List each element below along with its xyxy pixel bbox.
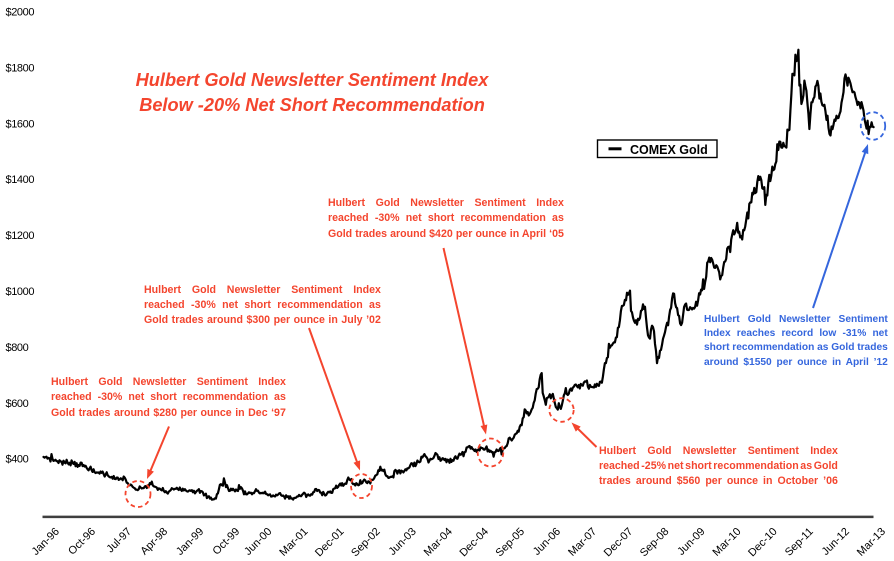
- svg-text:$1000: $1000: [6, 286, 35, 298]
- svg-text:$400: $400: [6, 454, 29, 466]
- svg-text:Sep-08: Sep-08: [638, 526, 672, 560]
- svg-text:Jul-97: Jul-97: [104, 526, 134, 556]
- svg-text:Jun-12: Jun-12: [820, 526, 852, 558]
- svg-text:$600: $600: [6, 398, 29, 410]
- svg-text:$1400: $1400: [6, 174, 35, 186]
- svg-text:Mar-04: Mar-04: [422, 526, 455, 559]
- svg-text:Jan-96: Jan-96: [30, 526, 62, 558]
- svg-text:$1200: $1200: [6, 230, 35, 242]
- svg-text:Dec-10: Dec-10: [746, 526, 780, 560]
- svg-text:$800: $800: [6, 342, 29, 354]
- svg-text:Sep-05: Sep-05: [494, 526, 528, 560]
- svg-text:$1600: $1600: [6, 118, 35, 130]
- svg-text:Mar-10: Mar-10: [710, 526, 743, 559]
- svg-text:Mar-07: Mar-07: [566, 526, 599, 559]
- svg-text:Jun-09: Jun-09: [675, 526, 707, 558]
- svg-text:Jun-03: Jun-03: [387, 526, 419, 558]
- svg-text:Jan-99: Jan-99: [174, 526, 206, 558]
- svg-text:$2000: $2000: [6, 7, 35, 19]
- svg-text:Oct-99: Oct-99: [210, 526, 242, 558]
- svg-text:Mar-01: Mar-01: [277, 526, 310, 559]
- svg-text:Dec-04: Dec-04: [457, 526, 491, 560]
- svg-text:Sep-02: Sep-02: [349, 526, 383, 560]
- svg-text:$1800: $1800: [6, 62, 35, 74]
- svg-text:Sep-11: Sep-11: [783, 526, 816, 559]
- svg-text:Jun-06: Jun-06: [531, 526, 563, 558]
- svg-text:Mar-13: Mar-13: [855, 526, 888, 559]
- svg-text:Dec-07: Dec-07: [602, 526, 636, 560]
- svg-text:Jun-00: Jun-00: [242, 526, 274, 558]
- svg-text:COMEX Gold: COMEX Gold: [630, 143, 708, 157]
- svg-text:Dec-01: Dec-01: [313, 526, 347, 560]
- svg-text:Apr-98: Apr-98: [138, 526, 170, 558]
- svg-text:Oct-96: Oct-96: [66, 526, 98, 558]
